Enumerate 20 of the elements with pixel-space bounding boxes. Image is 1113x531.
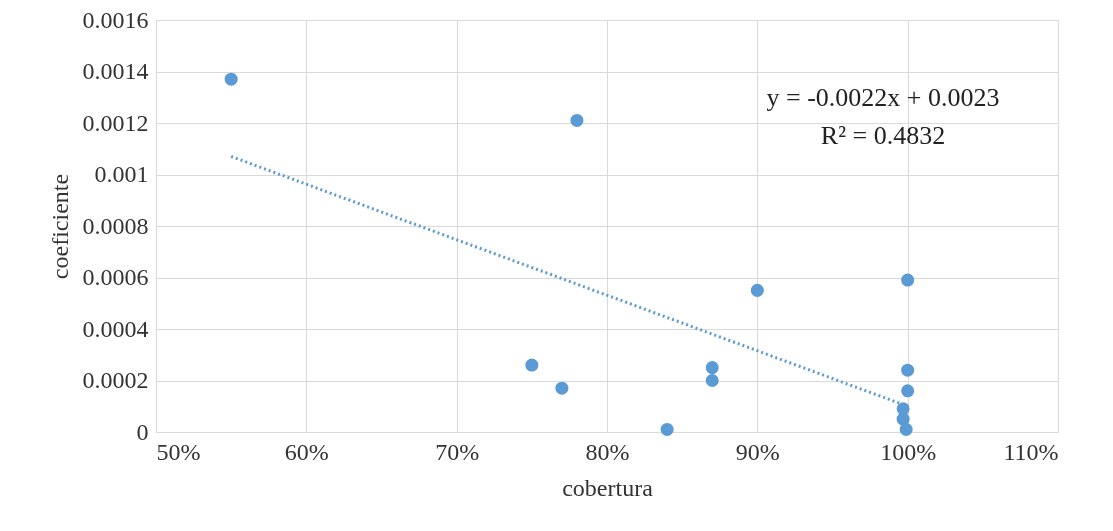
y-tick-label: 0.0004 — [82, 315, 149, 342]
y-tick-label: 0.0002 — [82, 367, 149, 393]
annotation: R² = 0.4832 — [820, 121, 946, 150]
x-axis-title: cobertura — [562, 474, 654, 501]
x-tick-label: 90% — [735, 438, 780, 465]
y-tick-label: 0.0012 — [82, 109, 149, 136]
annotation: y = -0.0022x + 0.0023 — [766, 83, 1000, 112]
y-tick-label: 0.0016 — [82, 6, 149, 33]
x-tick-label: 110% — [1003, 438, 1059, 465]
y-axis-title: coeficiente — [46, 173, 73, 280]
y-tick-label: 0.0006 — [82, 264, 149, 290]
x-tick-label: 70% — [435, 438, 480, 465]
y-tick-label: 0.0008 — [82, 212, 149, 239]
y-tick-label: 0.001 — [94, 161, 149, 187]
x-tick-label: 80% — [585, 438, 630, 465]
y-tick-label: 0 — [136, 418, 149, 445]
x-tick-label: 60% — [284, 438, 329, 465]
y-tick-label: 0.0014 — [82, 58, 149, 84]
x-tick-label: 50% — [156, 438, 201, 465]
x-tick-label: 100% — [880, 438, 937, 465]
